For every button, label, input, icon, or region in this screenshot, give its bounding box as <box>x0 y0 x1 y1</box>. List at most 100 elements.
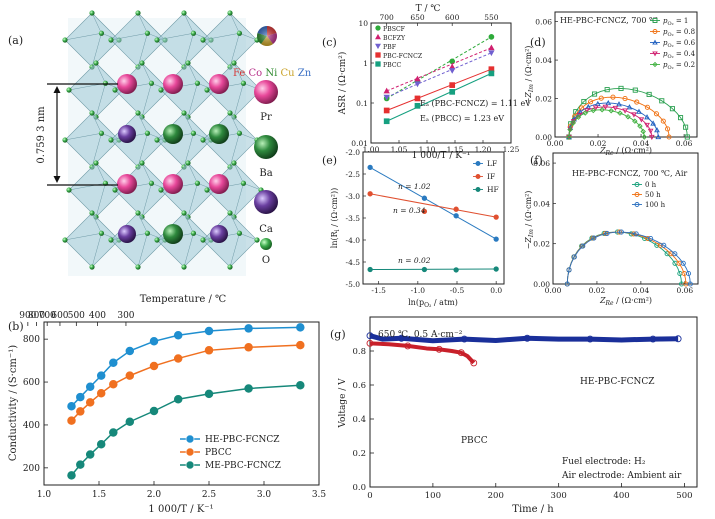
data-point <box>591 91 598 97</box>
top-tick-label: 700 <box>380 13 395 22</box>
mixed-metal-sphere-icon <box>257 26 277 46</box>
data-point <box>579 105 585 111</box>
data-point <box>149 361 159 371</box>
legend-entry: 0 h <box>645 181 657 189</box>
data-point <box>85 398 95 407</box>
x-tick-label: 1.0 <box>37 490 52 500</box>
o-atom <box>89 10 95 16</box>
panel-g-condition: 650 ℃, 0.5 A·cm⁻² <box>378 330 463 340</box>
ba-atom <box>163 224 183 244</box>
data-point <box>582 110 588 116</box>
data-point <box>608 108 614 114</box>
legend-ba: Ba <box>259 168 272 179</box>
data-point <box>173 331 183 340</box>
data-point <box>575 114 582 120</box>
legend-entry: 100 h <box>645 201 666 209</box>
panel-d-xlabel: ZRe / (Ω·cm²) <box>599 146 652 157</box>
x-tick-label: 1.20 <box>475 145 492 154</box>
data-point <box>204 346 214 355</box>
octahedron <box>62 110 122 170</box>
fit-line <box>386 36 492 99</box>
data-point <box>76 407 85 416</box>
ca-atom <box>118 225 136 243</box>
data-point <box>96 388 106 398</box>
o-atom <box>66 187 72 193</box>
data-point <box>684 134 690 140</box>
fit-line <box>369 166 497 240</box>
o-atom <box>236 30 243 36</box>
data-point <box>421 266 428 273</box>
data-point <box>648 235 654 242</box>
data-point <box>85 450 95 459</box>
data-point <box>674 335 682 343</box>
data-point <box>367 164 373 171</box>
x-tick-label: 0.00 <box>545 286 562 295</box>
data-point <box>592 105 599 111</box>
data-point <box>76 460 85 469</box>
data-point <box>109 358 118 368</box>
y-tick-label: 0.2 <box>352 449 366 459</box>
x-tick-label: -1.5 <box>371 286 386 295</box>
legend-marker <box>634 202 640 207</box>
data-point <box>173 394 183 404</box>
panel-f-plot: 0.00 0.02 0.04 0.06 0.00 0.02 0.04 0.06 <box>533 152 699 295</box>
data-point <box>604 230 610 236</box>
panel-c-label: (c) <box>322 36 337 49</box>
data-point <box>457 349 465 357</box>
x-tick-label: 2.0 <box>147 490 162 500</box>
legend-marker <box>634 182 640 187</box>
panel-e-label: (e) <box>322 154 337 167</box>
o-atom <box>108 237 114 243</box>
data-point <box>571 254 577 260</box>
data-point <box>367 266 373 273</box>
legend-me-marker <box>185 460 195 470</box>
x-tick-label: 0.06 <box>676 286 693 295</box>
panel-c-legend: PBSCF BCFZY PBF PBC-FCNCZ PBCC <box>375 25 423 69</box>
data-point <box>85 382 95 392</box>
y-tick-label: 400 <box>23 421 40 431</box>
data-point <box>366 339 374 347</box>
ca-atom <box>210 225 228 243</box>
o-atom <box>89 110 95 116</box>
panel-g-note-fuel: Fuel electrode: H₂ <box>562 457 646 467</box>
top-tick-label: 700 <box>39 311 56 321</box>
ca-atom <box>118 125 136 143</box>
data-point <box>654 127 660 133</box>
panel-b-plot: 1.0 1.5 2.0 2.5 3.0 3.52004006008009008007006… <box>19 311 326 500</box>
x-tick-label: 1.15 <box>447 145 464 154</box>
legend-entry: PBF <box>383 44 397 51</box>
data-point <box>449 68 456 74</box>
o-atom <box>254 237 260 243</box>
panel-f-ylabel: −ZIm / (Ω·cm²) <box>524 191 535 250</box>
legend-marker <box>375 33 381 40</box>
legend-entry: PBSCF <box>383 26 406 33</box>
o-atom <box>98 30 105 36</box>
data-point <box>647 128 654 134</box>
x-tick-label: 0.02 <box>589 286 606 295</box>
o-atom <box>139 160 145 166</box>
panel-d: (d) 0.00 0.02 0.04 0.06 0.00 0.02 0.04 0.06 HE-… <box>524 11 698 157</box>
data-point <box>296 340 305 350</box>
data-point <box>618 229 624 235</box>
panel-f: (f) 0.00 0.02 0.04 0.06 0.00 0.02 0.04 0.06 HE-… <box>524 152 699 307</box>
data-point <box>173 354 183 363</box>
o-atom <box>200 237 206 243</box>
y-tick-label: 0.04 <box>533 199 550 208</box>
legend-he-pbc-fcncz: HE-PBC-FCNCZ <box>205 435 280 445</box>
data-point <box>666 134 672 140</box>
panel-c: (c) T / ℃ 1.00 1.05 1.10 1.15 1.20 1.25 0.01 0.… <box>322 4 531 161</box>
o-atom <box>236 230 243 236</box>
x-tick-label: 500 <box>676 491 692 501</box>
lattice-dimension-label: 0.759 3 nm <box>36 106 47 164</box>
legend-entry: BCFZY <box>383 35 406 42</box>
o-atom <box>204 87 210 93</box>
panel-c-xlabel: 1 000/T / K⁻¹ <box>412 151 471 161</box>
data-point <box>631 112 637 118</box>
o-atom <box>158 187 164 193</box>
ca-sphere-icon <box>254 190 278 214</box>
data-point <box>125 346 135 356</box>
data-point <box>125 417 135 426</box>
x-tick-label: 300 <box>551 491 567 501</box>
legend-entry: IF <box>487 172 495 181</box>
o-atom <box>154 237 160 243</box>
